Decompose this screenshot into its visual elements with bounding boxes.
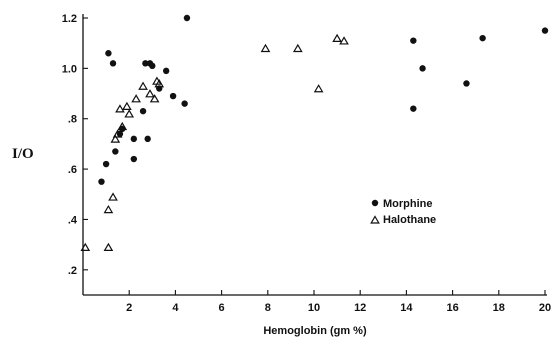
x-axis-ticks: 2 4 6 8 10 12 14 16 18 20 [126,290,551,314]
x-tick-label: 12 [354,302,366,314]
data-point-halothane [108,192,118,201]
data-point-halothane [149,94,160,103]
data-point-halothane [80,242,91,252]
data-point-morphine [410,105,417,112]
data-point-morphine [479,34,486,42]
data-point-morphine [98,178,105,185]
x-tick-label: 16 [446,302,458,314]
y-tick-label: .4 [68,214,78,226]
data-point-halothane [332,33,342,42]
data-point-morphine [410,37,417,44]
axes [82,14,547,296]
data-point-morphine [102,160,110,168]
x-tick-label: 20 [539,302,551,314]
y-axis-label: I/O [12,146,34,162]
data-point-halothane [103,204,114,214]
data-point-morphine [139,107,147,115]
data-point-halothane [103,242,114,252]
x-tick-label: 8 [265,302,271,314]
legend-marker-halothane [370,215,380,224]
data-point-morphine [183,14,191,22]
x-tick-label: 4 [172,302,179,314]
data-point-halothane [115,104,125,113]
data-point-halothane [138,81,148,90]
data-point-halothane [124,109,135,118]
x-tick-label: 10 [308,302,320,314]
data-point-morphine [162,67,170,75]
data-point-morphine [181,100,188,107]
data-point-halothane [313,84,324,93]
x-axis-label: Hemoglobin (gm %) [263,325,367,337]
legend: Morphine Halothane [370,198,436,226]
x-tick-label: 18 [493,302,505,314]
x-tick-label: 14 [400,302,413,314]
data-point-morphine [130,155,138,163]
series-halothane [80,33,349,252]
legend-item-halothane: Halothane [370,214,436,226]
data-point-halothane [145,89,155,98]
data-point-morphine [119,125,126,132]
data-point-morphine [419,65,426,72]
y-tick-label: .8 [68,114,77,126]
data-point-morphine [105,50,112,57]
data-point-halothane [110,134,121,143]
data-point-morphine [142,60,149,67]
data-point-halothane [117,121,128,131]
data-point-halothane [122,101,132,110]
data-point-halothane [112,129,123,138]
legend-label-halothane: Halothane [383,214,436,226]
y-tick-label: 1.2 [62,13,77,25]
y-tick-label: 1.0 [62,63,77,75]
data-point-morphine [149,62,156,70]
data-point-morphine [541,27,549,34]
data-point-halothane [154,79,165,88]
y-tick-label: .6 [68,164,77,176]
series-morphine [98,14,549,185]
data-point-halothane [131,94,141,103]
data-point-morphine [144,135,151,143]
y-axis-ticks: .2 .4 .6 .8 1.0 1.2 [62,13,88,277]
data-point-morphine [109,60,117,67]
x-tick-label: 6 [219,302,225,314]
data-point-halothane [292,43,303,53]
data-point-morphine [130,135,138,143]
legend-marker-morphine [371,199,379,207]
data-point-morphine [112,148,119,155]
data-point-morphine [463,80,470,87]
x-tick-label: 2 [126,302,132,314]
data-point-halothane [339,36,349,45]
legend-item-morphine: Morphine [371,198,433,210]
data-point-morphine [169,92,177,100]
data-points [80,14,549,252]
y-tick-label: .2 [68,265,77,277]
data-point-halothane [260,43,271,53]
legend-label-morphine: Morphine [383,198,433,210]
